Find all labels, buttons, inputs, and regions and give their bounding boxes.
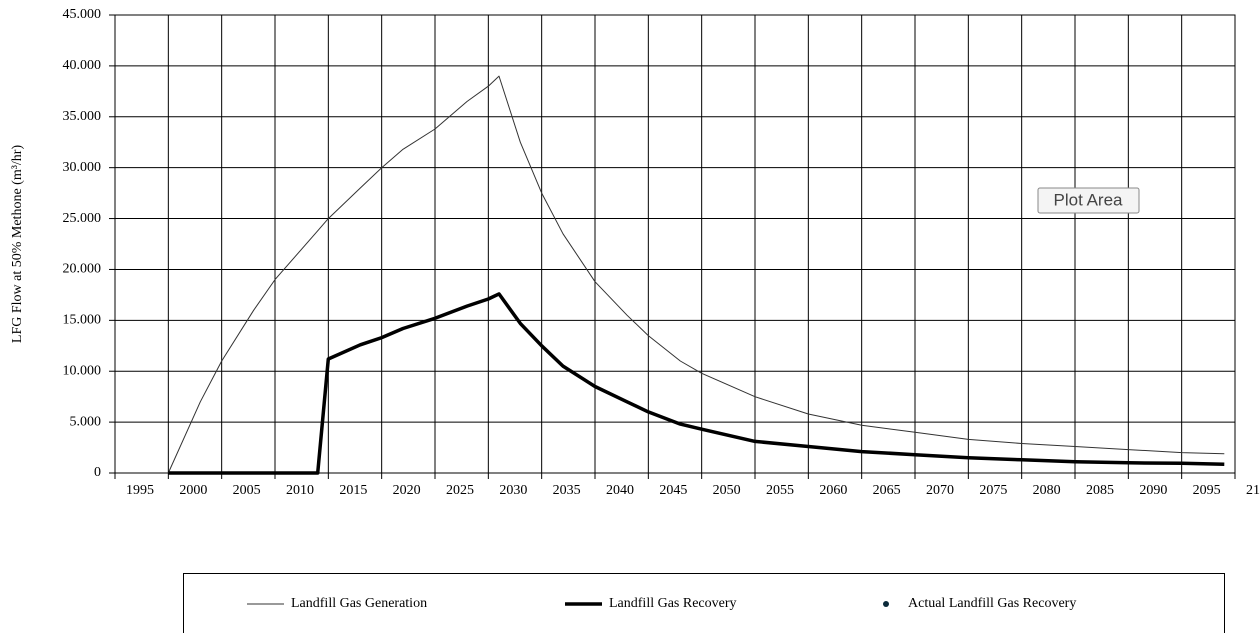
x-tick-label: 2045 — [659, 483, 687, 498]
x-tick-label: 2075 — [979, 483, 1007, 498]
y-tick-label: 25.000 — [63, 211, 102, 226]
x-tick-label: 2030 — [499, 483, 527, 498]
y-tick-label: 40.000 — [63, 58, 102, 73]
legend-label: Landfill Gas Recovery — [609, 596, 737, 611]
x-tick-label: 2005 — [233, 483, 261, 498]
series-line — [168, 292, 1225, 475]
x-tick-label: 2055 — [766, 483, 794, 498]
x-tick-label: 2065 — [873, 483, 901, 498]
y-tick-label: 0 — [94, 465, 101, 480]
y-tick-label: 45.000 — [63, 7, 102, 22]
series-line — [167, 75, 1225, 474]
x-tick-label: 2010 — [286, 483, 314, 498]
x-tick-label: 2040 — [606, 483, 634, 498]
plot-area — [114, 14, 1236, 474]
x-tick-label: 2090 — [1139, 483, 1167, 498]
legend-box — [183, 573, 1225, 633]
legend-marker — [883, 601, 889, 607]
y-tick-label: 5.000 — [70, 414, 102, 429]
x-tick-label: 2100 — [1246, 483, 1260, 498]
tooltip-text: Plot Area — [1054, 190, 1124, 209]
y-tick-label: 20.000 — [63, 262, 102, 277]
y-tick-label: 15.000 — [63, 313, 102, 328]
x-tick-label: 2015 — [339, 483, 367, 498]
x-tick-label: 2050 — [713, 483, 741, 498]
y-tick-label: 30.000 — [63, 160, 102, 175]
x-tick-label: 2035 — [553, 483, 581, 498]
x-tick-label: 2095 — [1193, 483, 1221, 498]
y-tick-label: 10.000 — [63, 363, 102, 378]
x-tick-label: 2000 — [179, 483, 207, 498]
tooltip-box — [1037, 187, 1140, 214]
legend-label: Actual Landfill Gas Recovery — [908, 596, 1076, 611]
x-tick-label: 2025 — [446, 483, 474, 498]
x-tick-label: 2060 — [819, 483, 847, 498]
x-tick-label: 2080 — [1033, 483, 1061, 498]
x-tick-label: 2085 — [1086, 483, 1114, 498]
x-tick-label: 1995 — [126, 483, 154, 498]
y-axis-label: LFG Flow at 50% Methone (m³/hr) — [10, 145, 25, 344]
legend-label: Landfill Gas Generation — [291, 596, 427, 611]
x-tick-label: 2020 — [393, 483, 421, 498]
y-tick-label: 35.000 — [63, 109, 102, 124]
x-tick-label: 2070 — [926, 483, 954, 498]
tooltip: Plot Area — [1037, 187, 1140, 214]
